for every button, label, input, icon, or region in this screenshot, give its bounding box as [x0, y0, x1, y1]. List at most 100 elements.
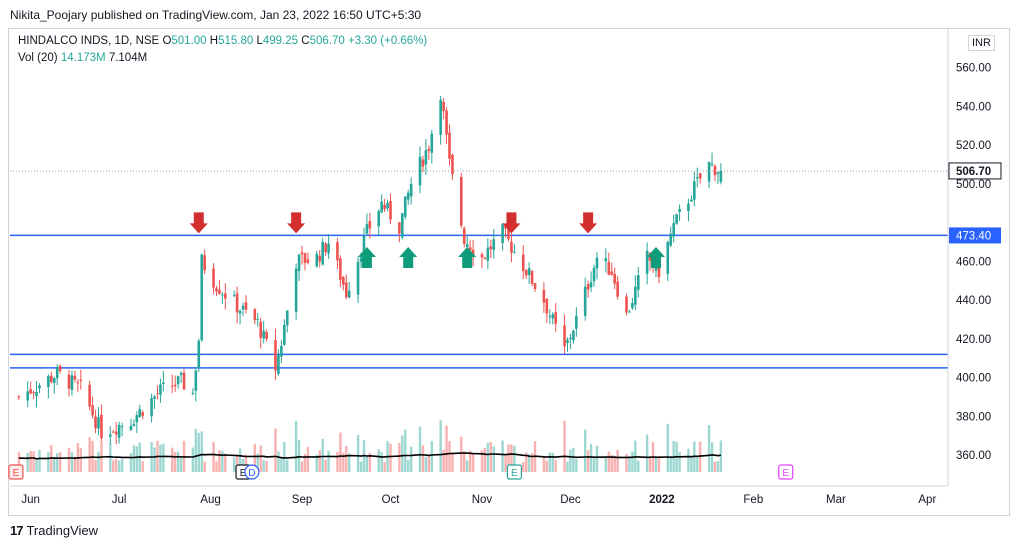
volume-bar	[669, 456, 672, 472]
candle-body	[424, 150, 428, 165]
volume-bar	[303, 453, 307, 472]
volume-bar	[359, 461, 363, 472]
candle-body	[238, 310, 242, 314]
volume-bar	[430, 441, 434, 472]
candle-body	[120, 426, 124, 428]
candle-body	[492, 239, 496, 251]
volume-bar	[26, 452, 29, 472]
volume-bar	[471, 453, 475, 472]
earnings-marker-icon	[506, 464, 522, 480]
volume-bar	[244, 454, 248, 472]
candle-body	[170, 385, 174, 387]
candle-body	[569, 337, 572, 340]
volume-bar	[232, 457, 236, 472]
volume-bar	[463, 451, 466, 472]
volume-bar	[94, 460, 97, 472]
candle-body	[389, 200, 392, 220]
time-tick-label: Nov	[472, 494, 493, 506]
volume-bar	[47, 452, 50, 472]
candle-body	[218, 289, 221, 295]
volume-bar	[336, 451, 339, 472]
open-value: 501.00	[171, 35, 207, 47]
candle-body	[55, 366, 59, 379]
volume-bar	[586, 450, 590, 472]
candle-body	[58, 365, 62, 372]
volume-bar	[327, 450, 330, 472]
event-marker-label: E	[240, 468, 247, 479]
candle-body	[604, 258, 608, 262]
volume-bar	[507, 444, 510, 472]
volume-bar	[32, 451, 35, 472]
volume-bar	[339, 432, 342, 472]
candle-body	[710, 163, 714, 165]
candle-body	[468, 247, 472, 251]
volume-bar	[442, 449, 445, 472]
candle-body	[657, 259, 661, 278]
candle-body	[215, 288, 218, 292]
candle-body	[719, 170, 723, 182]
volume-bar	[716, 460, 720, 472]
time-tick-label: Dec	[560, 494, 581, 506]
candle-body	[542, 289, 546, 303]
volume-bar	[345, 445, 348, 472]
candle-body	[156, 393, 159, 395]
candle-body	[132, 424, 136, 427]
price-tick-label: 380.00	[956, 411, 991, 423]
resistance-down-arrow-icon	[287, 212, 306, 234]
candle-body	[406, 192, 410, 200]
candle-body	[49, 375, 53, 382]
volume-bar	[129, 453, 133, 472]
currency-badge[interactable]: INR	[968, 35, 995, 51]
volume-legend: Vol (20) 14.173M 7.104M	[18, 52, 147, 64]
candle-body	[176, 376, 180, 385]
time-tick-label: Mar	[826, 494, 846, 506]
volume-bar	[527, 454, 531, 472]
volume-bar	[563, 420, 566, 472]
volume-bar	[551, 452, 554, 472]
volume-bar	[566, 461, 569, 472]
candle-body	[451, 154, 454, 175]
volume-bars-layer	[17, 420, 723, 472]
high-value: 515.80	[218, 35, 254, 47]
price-tick-label: 420.00	[956, 334, 991, 346]
volume-value: 7.104M	[108, 52, 148, 64]
candle-body	[315, 253, 319, 267]
volume-ma-line	[18, 452, 722, 460]
volume-bar	[73, 456, 77, 472]
candle-body	[241, 305, 245, 310]
candle-body	[159, 384, 162, 395]
candle-body	[471, 249, 475, 256]
volume-bar	[492, 446, 495, 472]
candle-body	[625, 296, 628, 313]
candle-body	[368, 221, 372, 229]
volume-bar	[548, 452, 551, 472]
volume-bar	[504, 455, 507, 472]
volume-bar	[710, 442, 714, 472]
time-tick-label: 2022	[649, 494, 675, 506]
candle-body	[586, 284, 590, 290]
candle-body	[88, 384, 91, 407]
symbol-label[interactable]: HINDALCO INDS, 1D, NSE	[18, 35, 160, 47]
candle-body	[108, 434, 112, 437]
candle-body	[232, 295, 236, 297]
candle-body	[589, 282, 593, 288]
volume-bar	[191, 447, 195, 472]
time-tick-label: Jun	[21, 494, 40, 506]
candle-body	[153, 396, 156, 399]
volume-bar	[489, 442, 492, 472]
volume-bar	[141, 461, 144, 472]
level-price-label: 473.40	[956, 230, 991, 242]
candle-body	[224, 293, 227, 299]
candle-body	[70, 375, 74, 390]
volume-bar	[162, 443, 165, 472]
candle-body	[521, 254, 525, 272]
volume-label[interactable]: Vol (20)	[18, 52, 58, 64]
volume-bar	[554, 459, 557, 472]
candle-body	[554, 312, 557, 324]
candle-body	[613, 273, 616, 284]
low-label: L	[256, 35, 263, 47]
earnings-marker-icon	[8, 464, 24, 480]
volume-bar	[696, 456, 699, 472]
